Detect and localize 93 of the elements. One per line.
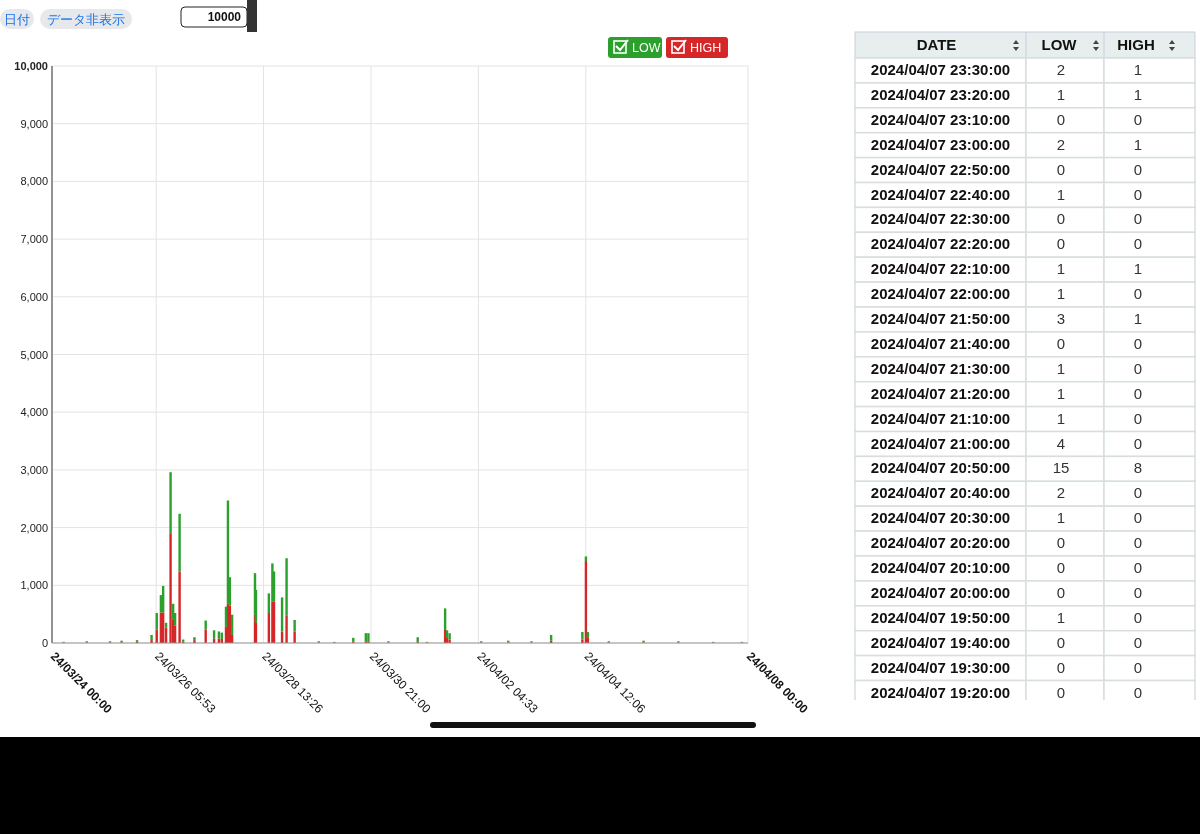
y-tick-label: 2024/04/07 23:30:00 (870, 61, 1011, 78)
y-tick-label: 2024/04/07 19:40:00 (870, 633, 1011, 651)
data-label: 0 (1056, 235, 1066, 253)
y-tick-label: 2024/04/07 23:20:00 (870, 85, 1011, 103)
data-label: 1 (1133, 310, 1143, 327)
data-label: 0 (1056, 210, 1066, 228)
data-label: 1 (1056, 509, 1066, 527)
y-tick-label: 2024/04/07 22:30:00 (870, 210, 1011, 228)
y-tick-label: 2024/04/07 22:50:00 (870, 160, 1011, 178)
y-tick-label: 2024/04/07 19:30:00 (870, 658, 1011, 676)
y-tick-label: 10,000 (14, 60, 48, 72)
data-label: 0 (1056, 658, 1066, 676)
y-tick-label: 3,000 (20, 463, 48, 476)
y-tick-label: 2024/04/07 23:10:00 (870, 110, 1011, 128)
y-tick-label: 2024/04/07 22:20:00 (870, 235, 1011, 253)
data-label: 2 (1056, 61, 1066, 78)
y-tick-label: 1,000 (20, 579, 48, 592)
y-tick-label: 2,000 (20, 521, 48, 534)
data-label: 0 (1133, 334, 1143, 352)
data-label: 0 (1133, 509, 1143, 527)
data-label: 2 (1056, 484, 1066, 502)
data-label: 15 (1052, 459, 1070, 477)
data-label: 1 (1133, 135, 1143, 153)
y-tick-label: 0 (41, 637, 48, 649)
y-tick-label: 2024/04/07 20:30:00 (870, 509, 1011, 527)
y-tick-label: 2024/04/07 21:40:00 (870, 334, 1011, 352)
data-label: 1 (1056, 409, 1066, 427)
data-label: 0 (1133, 384, 1143, 402)
y-tick-label: 9,000 (20, 117, 48, 130)
y-tick-label: 2024/04/07 21:20:00 (870, 384, 1011, 402)
y-tick-label: 2024/04/07 23:00:00 (870, 135, 1011, 153)
data-label: 0 (1133, 160, 1143, 178)
data-label: 0 (1056, 334, 1066, 352)
y-tick-label: 2024/04/07 20:50:00 (870, 459, 1011, 477)
data-label: 0 (1056, 583, 1066, 601)
data-label: 1 (1056, 285, 1066, 303)
y-tick-label: 2024/04/07 21:30:00 (870, 359, 1011, 377)
data-label: 0 (1056, 633, 1066, 651)
data-label: 8 (1133, 459, 1143, 477)
data-label: 4 (1056, 434, 1066, 452)
y-tick-label: 2024/04/07 22:10:00 (870, 260, 1011, 278)
data-label: 1 (1056, 260, 1066, 278)
y-tick-label: 2024/04/07 20:20:00 (870, 534, 1011, 552)
data-label: 0 (1056, 160, 1066, 178)
data-label: 0 (1133, 608, 1143, 626)
data-label: 0 (1056, 534, 1066, 552)
data-label: 1 (1133, 61, 1143, 78)
y-tick-label: 2024/04/07 21:10:00 (870, 409, 1011, 427)
data-label: 0 (1133, 534, 1143, 552)
y-tick-label: 5,000 (20, 348, 48, 361)
data-label: 0 (1133, 683, 1143, 701)
data-label: 0 (1056, 683, 1066, 701)
data-label: 0 (1133, 285, 1143, 303)
y-tick-label: 2024/04/07 22:00:00 (870, 285, 1011, 303)
data-label: 0 (1056, 110, 1066, 128)
y-tick-label: 2024/04/07 19:50:00 (870, 608, 1011, 626)
text: 10000 (207, 10, 242, 24)
data-label: 1 (1133, 260, 1143, 278)
data-label: 1 (1133, 85, 1143, 103)
data-label: 0 (1133, 633, 1143, 651)
y-axis-title: DATE (916, 36, 957, 53)
y-tick-label: 8,000 (20, 175, 48, 188)
data-label: 0 (1133, 583, 1143, 601)
data-label: 0 (1133, 110, 1143, 128)
y-tick-label: 2024/04/07 20:40:00 (870, 484, 1011, 502)
data-label: 0 (1133, 409, 1143, 427)
text: データ非表示 (47, 12, 125, 27)
y-tick-label: 2024/04/07 21:50:00 (870, 310, 1011, 327)
data-label: 1 (1056, 359, 1066, 377)
y-tick-label: 7,000 (20, 233, 48, 246)
y-tick-label: 2024/04/07 19:20:00 (870, 683, 1011, 701)
y-tick-label: 2024/04/07 20:10:00 (870, 559, 1011, 576)
data-label: 0 (1133, 210, 1143, 228)
data-label: 1 (1056, 185, 1066, 203)
data-label: 0 (1133, 559, 1143, 576)
data-label: 0 (1056, 559, 1066, 576)
data-label: 1 (1056, 85, 1066, 103)
text: 日付 (4, 12, 30, 27)
data-label: 0 (1133, 484, 1143, 502)
data-label: 0 (1133, 359, 1143, 377)
data-label: 1 (1056, 608, 1066, 626)
data-label: 3 (1056, 310, 1066, 327)
data-label: 2 (1056, 135, 1066, 153)
y-tick-label: 2024/04/07 21:00:00 (870, 434, 1011, 452)
data-label: 0 (1133, 658, 1143, 676)
data-label: 0 (1133, 434, 1143, 452)
y-tick-label: 2024/04/07 22:40:00 (870, 185, 1011, 203)
data-label: 1 (1056, 384, 1066, 402)
y-tick-label: 2024/04/07 20:00:00 (870, 583, 1011, 601)
data-label: 0 (1133, 235, 1143, 253)
data-label: 0 (1133, 185, 1143, 203)
y-tick-label: 6,000 (20, 290, 48, 303)
y-tick-label: 4,000 (20, 406, 48, 419)
